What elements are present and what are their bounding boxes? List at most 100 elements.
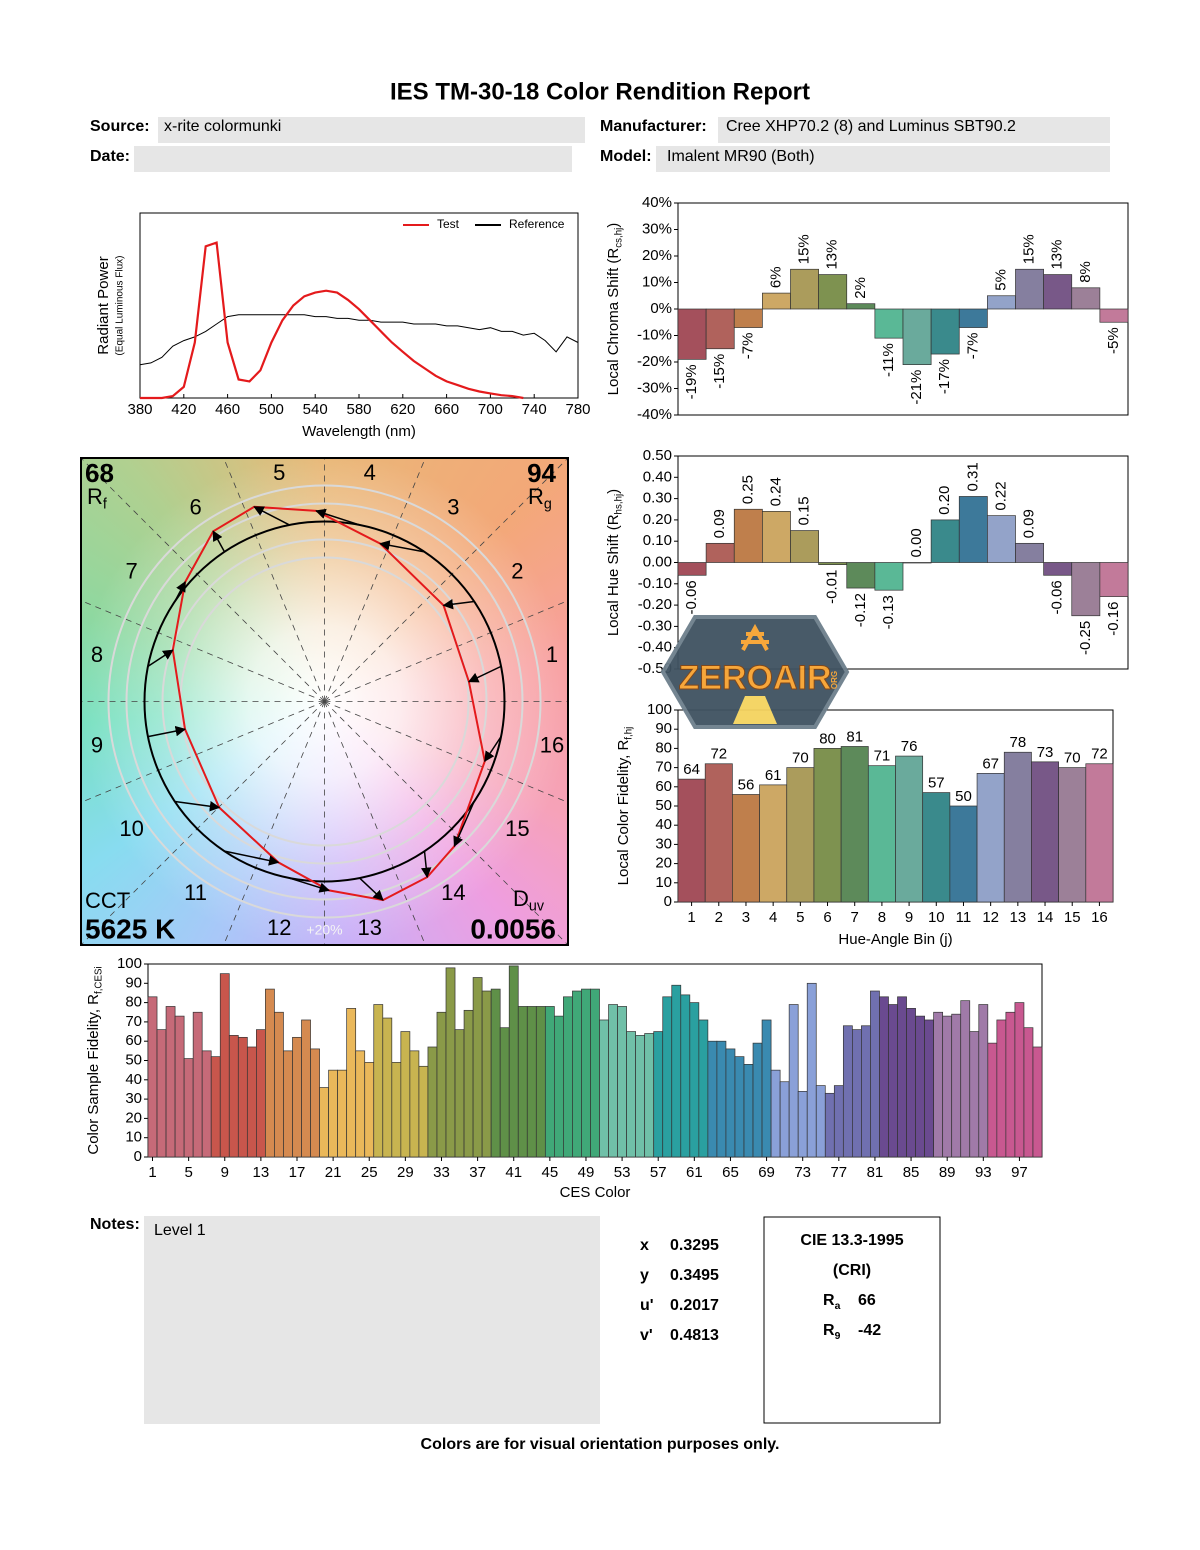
cct-label: CCT <box>85 888 130 913</box>
bar <box>960 1000 971 1158</box>
bar <box>842 1025 853 1158</box>
value-label: 15% <box>1021 234 1038 264</box>
value-label: 73 <box>1037 744 1054 761</box>
chromaticity-value: 0.3295 <box>670 1237 719 1254</box>
y-tick-label: 40 <box>125 1071 142 1088</box>
bar <box>969 1031 980 1158</box>
x-tick-label: 780 <box>565 401 590 418</box>
cri-box <box>763 1216 941 1424</box>
bar <box>677 308 707 360</box>
bar <box>265 988 275 1158</box>
cri-index-label-part: a <box>835 1301 841 1312</box>
x-tick-label: 3 <box>742 909 750 926</box>
y-axis-sublabel: (Equal Luminous Flux) <box>115 255 126 355</box>
bin-label: 7 <box>125 558 137 583</box>
duv-label: Duv <box>513 886 545 915</box>
bar <box>1099 308 1129 323</box>
bar <box>790 530 819 563</box>
x-tick-label: 65 <box>722 1164 739 1181</box>
bin-label: 4 <box>364 460 376 485</box>
bar <box>526 1006 537 1158</box>
x-tick-label: 81 <box>867 1164 884 1181</box>
value-label: -7% <box>739 333 756 360</box>
y-tick-label: 0.30 <box>643 490 672 507</box>
y-tick-label: -0.20 <box>638 596 672 613</box>
bar <box>237 1036 248 1158</box>
y-axis-label: Local Hue Shift (Rhs,hj) <box>605 489 624 636</box>
bar <box>879 996 889 1158</box>
bar <box>743 1064 754 1158</box>
bar <box>364 1062 375 1158</box>
y-tick-label: 70 <box>655 759 672 776</box>
bar <box>987 1042 998 1158</box>
value-label: 0.00 <box>908 528 925 557</box>
bar <box>978 1004 989 1158</box>
bar <box>680 994 691 1158</box>
bin-label: 10 <box>119 816 143 841</box>
bar <box>833 1085 844 1158</box>
bar <box>427 1046 438 1158</box>
scale-ring <box>125 502 524 901</box>
duv-label-part: uv <box>529 898 545 914</box>
chromaticity-label: x <box>640 1237 649 1254</box>
bar <box>635 1035 646 1158</box>
cct-value: 5625 K <box>85 913 175 944</box>
x-tick-label: 8 <box>878 909 886 926</box>
x-tick-label: 4 <box>769 909 777 926</box>
value-label: -15% <box>711 354 728 389</box>
bar <box>852 1029 862 1158</box>
y-tick-label: 90 <box>125 974 142 991</box>
x-tick-label: 420 <box>171 401 196 418</box>
x-tick-label: 13 <box>1010 909 1027 926</box>
bar <box>1085 763 1114 903</box>
bar <box>958 496 988 563</box>
y-tick-label: 0.00 <box>643 553 672 570</box>
bar <box>806 982 817 1158</box>
y-axis-label: Local Chroma Shift (Rcs,hj) <box>605 223 624 396</box>
shift-arrow <box>484 736 502 763</box>
y-axis-label: Local Color Fidelity, Rf,hj <box>615 727 634 886</box>
bar <box>840 746 869 903</box>
y-axis-label-part: ) <box>605 223 622 228</box>
bar <box>677 562 707 576</box>
bar <box>1032 1046 1043 1158</box>
value-label: 56 <box>738 776 755 793</box>
bar <box>779 1081 790 1158</box>
y-axis-label-part: hs,hj <box>613 494 624 515</box>
value-label: -0.06 <box>683 580 700 614</box>
bin-label: 6 <box>189 494 201 519</box>
value-label: 50 <box>955 788 972 805</box>
y-tick-label: 100 <box>647 701 672 718</box>
logo-text: ZEROAIR <box>679 659 832 697</box>
bar <box>942 1015 953 1158</box>
bar <box>906 1008 916 1158</box>
bar <box>337 1069 348 1158</box>
value-label: 0.15 <box>796 496 813 525</box>
bar <box>677 778 706 903</box>
x-tick-label: 21 <box>325 1164 342 1181</box>
x-tick-label: 1 <box>687 909 695 926</box>
x-tick-label: 5 <box>184 1164 192 1181</box>
x-tick-label: 89 <box>939 1164 956 1181</box>
bar <box>976 773 1005 903</box>
bar <box>705 308 735 350</box>
cri-index-label: Ra <box>823 1292 841 1311</box>
shift-arrow <box>442 599 475 610</box>
x-tick-label: 9 <box>905 909 913 926</box>
bar <box>1015 268 1044 310</box>
bar <box>786 767 815 903</box>
x-tick-label: 1 <box>148 1164 156 1181</box>
x-tick-label: 69 <box>758 1164 775 1181</box>
bar <box>481 990 492 1158</box>
shift-arrow <box>212 530 226 553</box>
logo-badge <box>660 615 850 729</box>
x-tick-label: 620 <box>390 401 415 418</box>
x-tick-label: 7 <box>851 909 859 926</box>
bar <box>535 1006 546 1158</box>
y-axis-label-part: Local Chroma Shift (R <box>605 248 622 396</box>
value-label: -0.01 <box>824 570 841 604</box>
cri-title: CIE 13.3-1995 <box>800 1232 903 1249</box>
rf-label: Rf <box>87 484 107 513</box>
x-tick-label: 2 <box>715 909 723 926</box>
